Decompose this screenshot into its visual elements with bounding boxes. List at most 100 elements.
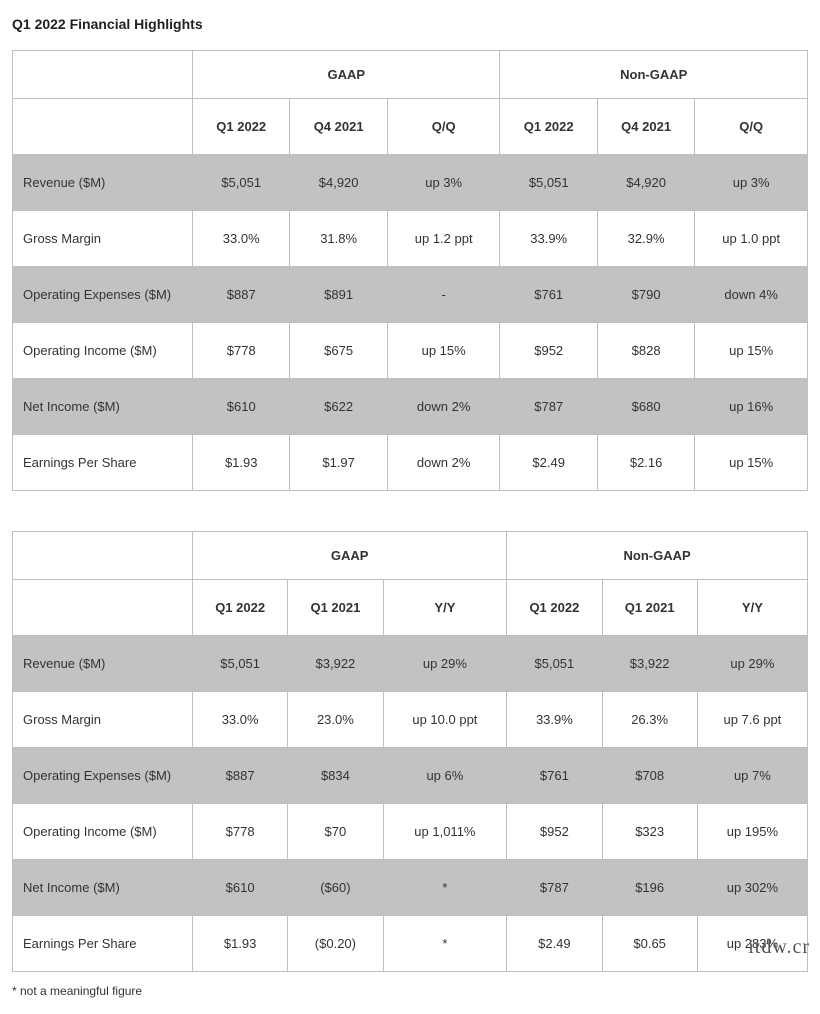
data-cell: $891 <box>290 267 387 323</box>
data-cell: down 2% <box>387 435 500 491</box>
data-cell: $5,051 <box>193 155 290 211</box>
data-cell: $790 <box>597 267 694 323</box>
data-cell: $887 <box>193 748 288 804</box>
data-cell: $196 <box>602 860 697 916</box>
data-cell: up 16% <box>695 379 808 435</box>
data-cell: * <box>383 916 507 972</box>
watermark: itdw.cr <box>748 936 810 959</box>
row-label: Net Income ($M) <box>13 379 193 435</box>
row-label: Operating Expenses ($M) <box>13 267 193 323</box>
data-cell: 33.9% <box>500 211 597 267</box>
table-row: Operating Expenses ($M)$887$891-$761$790… <box>13 267 808 323</box>
data-cell: $3,922 <box>602 636 697 692</box>
data-cell: $622 <box>290 379 387 435</box>
group-header-nongaap: Non-GAAP <box>507 532 808 580</box>
col-header: Q1 2022 <box>500 99 597 155</box>
data-cell: $952 <box>500 323 597 379</box>
data-cell: down 4% <box>695 267 808 323</box>
data-cell: ($0.20) <box>288 916 383 972</box>
data-cell: up 10.0 ppt <box>383 692 507 748</box>
row-label: Revenue ($M) <box>13 155 193 211</box>
blank-corner <box>13 532 193 580</box>
data-cell: $70 <box>288 804 383 860</box>
table-row: Net Income ($M)$610($60)*$787$196up 302% <box>13 860 808 916</box>
group-header-row: GAAP Non-GAAP <box>13 532 808 580</box>
data-cell: up 6% <box>383 748 507 804</box>
col-header: Q/Q <box>695 99 808 155</box>
col-header: Q4 2021 <box>597 99 694 155</box>
col-header: Q1 2022 <box>193 580 288 636</box>
col-header: Q4 2021 <box>290 99 387 155</box>
data-cell: up 15% <box>695 323 808 379</box>
data-cell: $2.49 <box>507 916 602 972</box>
data-cell: 23.0% <box>288 692 383 748</box>
data-cell: up 7.6 ppt <box>697 692 807 748</box>
footnote: * not a meaningful figure <box>12 984 808 998</box>
data-cell: $1.93 <box>193 435 290 491</box>
data-cell: * <box>383 860 507 916</box>
data-cell: - <box>387 267 500 323</box>
table-row: Operating Income ($M)$778$70up 1,011%$95… <box>13 804 808 860</box>
data-cell: $2.49 <box>500 435 597 491</box>
row-label: Gross Margin <box>13 692 193 748</box>
row-label: Earnings Per Share <box>13 435 193 491</box>
group-header-gaap: GAAP <box>193 51 500 99</box>
table-row: Operating Income ($M)$778$675up 15%$952$… <box>13 323 808 379</box>
sub-header-row: Q1 2022 Q4 2021 Q/Q Q1 2022 Q4 2021 Q/Q <box>13 99 808 155</box>
financial-table-qoq: GAAP Non-GAAP Q1 2022 Q4 2021 Q/Q Q1 202… <box>12 50 808 491</box>
data-cell: $761 <box>500 267 597 323</box>
data-cell: $675 <box>290 323 387 379</box>
data-cell: up 15% <box>695 435 808 491</box>
data-cell: $323 <box>602 804 697 860</box>
row-label: Net Income ($M) <box>13 860 193 916</box>
data-cell: ($60) <box>288 860 383 916</box>
table-row: Revenue ($M)$5,051$3,922up 29%$5,051$3,9… <box>13 636 808 692</box>
data-cell: up 3% <box>695 155 808 211</box>
data-cell: up 15% <box>387 323 500 379</box>
blank-corner <box>13 51 193 99</box>
table-row: Net Income ($M)$610$622down 2%$787$680up… <box>13 379 808 435</box>
table-row: Gross Margin33.0%31.8%up 1.2 ppt33.9%32.… <box>13 211 808 267</box>
blank-corner <box>13 99 193 155</box>
group-header-gaap: GAAP <box>193 532 507 580</box>
data-cell: $761 <box>507 748 602 804</box>
data-cell: $0.65 <box>602 916 697 972</box>
data-cell: up 29% <box>383 636 507 692</box>
data-cell: up 195% <box>697 804 807 860</box>
data-cell: 32.9% <box>597 211 694 267</box>
row-label: Earnings Per Share <box>13 916 193 972</box>
col-header: Y/Y <box>383 580 507 636</box>
data-cell: $5,051 <box>507 636 602 692</box>
row-label: Gross Margin <box>13 211 193 267</box>
table-body-yoy: Revenue ($M)$5,051$3,922up 29%$5,051$3,9… <box>13 636 808 972</box>
table-row: Earnings Per Share$1.93$1.97down 2%$2.49… <box>13 435 808 491</box>
col-header: Q/Q <box>387 99 500 155</box>
financial-table-yoy: GAAP Non-GAAP Q1 2022 Q1 2021 Y/Y Q1 202… <box>12 531 808 972</box>
data-cell: $5,051 <box>500 155 597 211</box>
data-cell: $834 <box>288 748 383 804</box>
data-cell: $4,920 <box>597 155 694 211</box>
row-label: Operating Expenses ($M) <box>13 748 193 804</box>
sub-header-row: Q1 2022 Q1 2021 Y/Y Q1 2022 Q1 2021 Y/Y <box>13 580 808 636</box>
table-row: Gross Margin33.0%23.0%up 10.0 ppt33.9%26… <box>13 692 808 748</box>
data-cell: 31.8% <box>290 211 387 267</box>
data-cell: $778 <box>193 323 290 379</box>
data-cell: $5,051 <box>193 636 288 692</box>
col-header: Y/Y <box>697 580 807 636</box>
data-cell: $3,922 <box>288 636 383 692</box>
data-cell: 33.0% <box>193 692 288 748</box>
group-header-nongaap: Non-GAAP <box>500 51 808 99</box>
col-header: Q1 2022 <box>193 99 290 155</box>
col-header: Q1 2021 <box>288 580 383 636</box>
data-cell: $828 <box>597 323 694 379</box>
table-row: Operating Expenses ($M)$887$834up 6%$761… <box>13 748 808 804</box>
data-cell: up 1,011% <box>383 804 507 860</box>
group-header-row: GAAP Non-GAAP <box>13 51 808 99</box>
data-cell: up 1.0 ppt <box>695 211 808 267</box>
row-label: Operating Income ($M) <box>13 323 193 379</box>
table-row: Earnings Per Share$1.93($0.20)*$2.49$0.6… <box>13 916 808 972</box>
data-cell: $952 <box>507 804 602 860</box>
data-cell: up 1.2 ppt <box>387 211 500 267</box>
row-label: Revenue ($M) <box>13 636 193 692</box>
blank-corner <box>13 580 193 636</box>
